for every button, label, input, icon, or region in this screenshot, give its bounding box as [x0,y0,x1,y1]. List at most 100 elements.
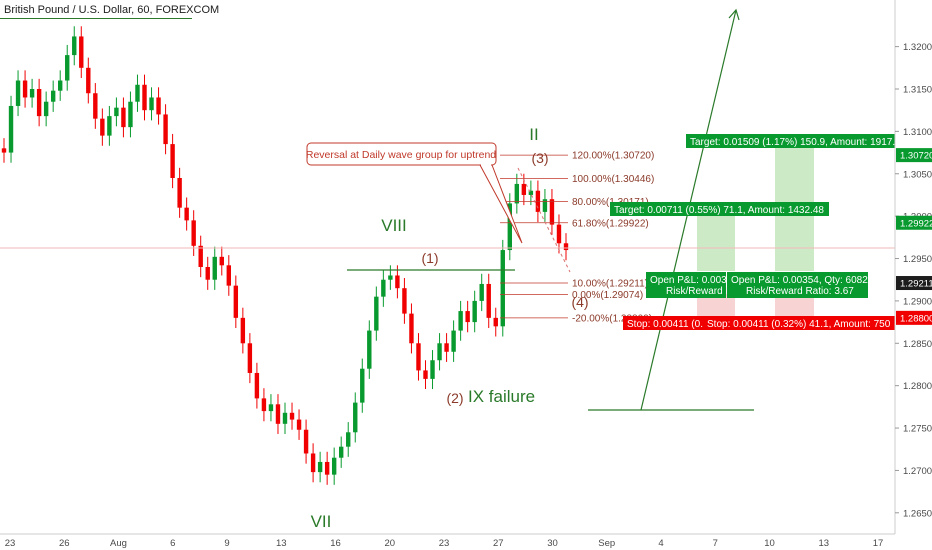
time-tick-label: 16 [330,538,341,549]
fib-level-label: 61.80%(1.29922) [572,218,649,229]
fib-level-label: 100.00%(1.30446) [572,174,654,185]
open-pnl-a-line2: Risk/Reward R [666,286,733,297]
candle-body [289,412,295,420]
candle-body [542,199,548,212]
time-tick-label: 13 [276,538,287,549]
candle-body [367,330,372,369]
candle-body [100,118,105,136]
open-pnl-a-line1: Open P&L: 0.0035 [650,275,733,286]
ix-failure-label: IX failure [468,387,535,406]
candle-body [353,402,358,433]
candle-body [50,90,56,102]
time-tick-label: 23 [439,538,450,549]
candle-body [184,207,189,221]
price-axis[interactable]: 1.320001.315001.310001.305001.300001.295… [894,0,932,534]
candle-body [22,80,28,98]
time-tick-label: 26 [59,538,70,549]
candle-body [514,183,520,204]
projection-arrow-head [728,8,740,21]
position-labels[interactable]: Target: 0.01509 (1.17%) 150.9, Amount: 1… [610,134,895,330]
candle-body [395,275,400,289]
open-pnl-b-badge [727,272,868,298]
candle-body [65,55,70,81]
candle-body [170,144,175,178]
time-tick-label: 9 [224,538,229,549]
candle-body [254,372,260,399]
price-flag-label: 1.29922 [900,218,932,229]
price-tick-label: 1.27500 [903,424,932,435]
candle-body [486,283,491,318]
candle-body [409,313,414,344]
fib-level-label: -20.00%(1.28800) [572,313,652,324]
candle-body [128,101,133,128]
candle-body [219,256,224,266]
candle-body [93,93,98,119]
candle-body [114,107,119,117]
candle-body [465,311,470,323]
time-tick-label: 6 [170,538,175,549]
title-underline [0,18,192,19]
candle-body [177,178,182,208]
candle-body [233,285,239,318]
candle-body [549,199,555,225]
price-flag-label: 1.30720 [900,151,932,162]
candle-body [86,67,91,94]
time-tick-label: 10 [764,538,775,549]
candle-body [43,101,49,117]
candle-body [556,224,562,244]
open-pnl-a-badge [646,272,726,298]
target-short-badge [610,202,829,216]
price-flag-label: 1.28800 [900,313,932,324]
wave-2-label: (2) [446,390,463,406]
price-tick-label: 1.31000 [903,127,932,138]
time-tick-label: 23 [5,538,16,549]
price-tick-label: 1.28000 [903,381,932,392]
target-short-text: Target: 0.00711 (0.55%) 71.1, Amount: 14… [614,205,824,216]
candle-body [444,343,449,352]
candle-body [275,404,281,424]
candle-body [472,300,477,323]
candle-body [458,311,463,331]
candle-body [324,461,330,475]
time-tick-label: 20 [384,538,395,549]
candle-body [261,398,267,412]
wave-viii-label: VIII [381,216,407,235]
candle-body [156,97,161,115]
wave-3-label: (3) [531,150,548,166]
reversal-callout[interactable]: Reversal at Daily wave group for uptrend [306,142,523,244]
open-pnl-b-line1: Open P&L: 0.00354, Qty: 60827 [731,275,874,286]
wave-1-label: (1) [421,250,438,266]
time-tick-label: Sep [598,538,615,549]
candle-body [451,330,456,352]
stop-a-text: Stop: 0.00411 (0. [627,319,703,330]
candle-body [507,203,512,251]
candle-body [416,343,421,371]
candle-body [388,275,393,280]
time-tick-label: 7 [713,538,718,549]
candle-body [135,84,140,102]
candle-body [36,89,42,117]
candle-body [528,190,534,195]
candles-series [1,26,569,485]
price-tick-label: 1.27000 [903,466,932,477]
stop-b-text: Stop: 0.00411 (0.32%) 41.1, Amount: 750 [707,319,891,330]
open-pnl-b-line2: Risk/Reward Ratio: 3.67 [746,286,854,297]
price-flag [896,276,932,291]
candle-body [205,267,210,280]
time-tick-label: 4 [658,538,663,549]
time-tick-label: 17 [873,538,884,549]
candle-body [346,432,351,447]
candle-body [423,370,428,379]
time-tick-label: 13 [818,538,829,549]
time-tick-label: 30 [547,538,558,549]
time-axis[interactable]: 23 26 Aug 6 9 13 16 20 23 27 30 Sep 4 7 10 13 17 [0,533,895,549]
candle-body [268,404,274,412]
candle-body [563,243,569,251]
fib-level-label: 10.00%(1.29211) [572,279,648,290]
price-tick-label: 1.29500 [903,254,932,265]
candle-body [191,220,196,246]
candle-body [15,80,21,106]
price-tick-label: 1.31500 [903,85,932,96]
candle-body [331,457,337,475]
